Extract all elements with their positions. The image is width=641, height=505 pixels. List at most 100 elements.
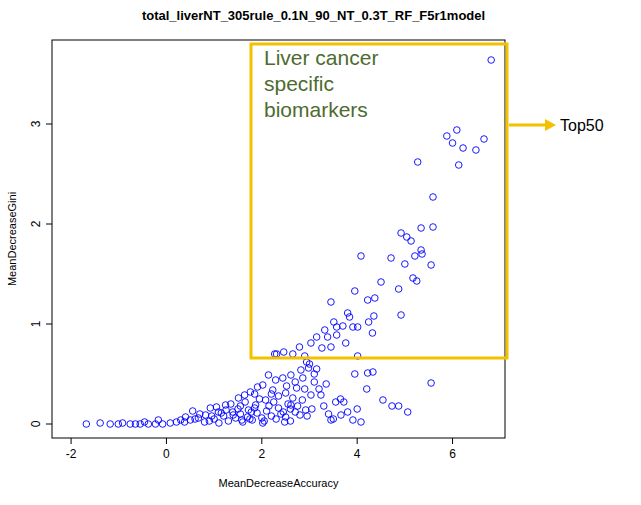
- point: [281, 419, 288, 426]
- point: [301, 386, 308, 393]
- point: [280, 349, 287, 356]
- point: [488, 57, 495, 64]
- point: [430, 224, 437, 231]
- plot-frame: [52, 40, 505, 438]
- point: [455, 162, 462, 169]
- x-tick-label: 4: [354, 447, 361, 461]
- point: [299, 397, 306, 404]
- point: [354, 324, 361, 331]
- point: [173, 419, 180, 426]
- point: [83, 421, 90, 428]
- point: [269, 387, 276, 394]
- y-tick: [46, 124, 52, 125]
- point: [419, 251, 426, 258]
- x-tick-label: -2: [66, 447, 77, 461]
- point: [309, 406, 316, 413]
- point: [132, 421, 139, 428]
- point: [365, 319, 372, 326]
- point: [279, 375, 286, 382]
- point: [296, 344, 303, 351]
- point: [287, 406, 294, 413]
- point: [192, 416, 199, 423]
- point: [290, 351, 297, 358]
- x-tick: [452, 438, 453, 444]
- point: [351, 371, 358, 378]
- point: [167, 420, 174, 427]
- point: [280, 409, 287, 416]
- point: [428, 380, 435, 387]
- point: [481, 136, 488, 143]
- point: [235, 406, 242, 413]
- x-tick: [261, 438, 262, 444]
- y-tick: [46, 324, 52, 325]
- point: [293, 385, 300, 392]
- point: [302, 407, 309, 414]
- point: [283, 383, 290, 390]
- point: [306, 361, 313, 368]
- point: [223, 407, 230, 414]
- point: [344, 310, 351, 317]
- point: [330, 416, 337, 423]
- point: [328, 299, 335, 306]
- point: [324, 334, 331, 341]
- point: [378, 279, 385, 286]
- point: [308, 340, 315, 347]
- point: [398, 312, 405, 319]
- point: [331, 319, 338, 326]
- y-tick-label: 1: [29, 320, 43, 327]
- point: [241, 392, 248, 399]
- point: [340, 323, 347, 330]
- point: [228, 401, 235, 408]
- point: [247, 416, 254, 423]
- y-axis-label: MeanDecreaseGini: [6, 192, 18, 286]
- point: [248, 409, 255, 416]
- point: [201, 419, 208, 426]
- annotation: Top50: [560, 117, 604, 134]
- point: [208, 413, 215, 420]
- point: [460, 145, 467, 152]
- title: total_liverNT_305rule_0.1N_90_NT_0.3T_RF…: [142, 8, 485, 23]
- point: [414, 159, 421, 166]
- point: [408, 238, 415, 245]
- point: [271, 351, 278, 358]
- point: [292, 379, 299, 386]
- point: [403, 234, 410, 241]
- point: [304, 413, 311, 420]
- point: [119, 420, 126, 427]
- point: [207, 405, 214, 412]
- point: [313, 334, 320, 341]
- point: [395, 403, 402, 410]
- x-tick: [166, 438, 167, 444]
- highlight-box: [251, 44, 507, 358]
- point: [389, 403, 396, 410]
- x-tick-label: 0: [163, 447, 170, 461]
- point: [418, 225, 425, 232]
- point: [473, 147, 480, 154]
- point: [308, 392, 315, 399]
- point: [358, 253, 365, 260]
- point: [265, 372, 272, 379]
- point: [402, 261, 409, 268]
- arrow-head: [545, 119, 556, 131]
- point: [242, 399, 249, 406]
- point: [412, 253, 419, 260]
- arrow: [509, 124, 545, 127]
- point: [213, 404, 220, 411]
- point: [230, 412, 237, 419]
- point: [380, 397, 387, 404]
- point: [369, 330, 376, 337]
- point: [333, 324, 340, 331]
- point: [155, 417, 162, 424]
- point: [282, 390, 289, 397]
- y-tick-label: 2: [29, 220, 43, 227]
- point: [321, 327, 328, 334]
- point: [272, 377, 279, 384]
- point: [311, 379, 318, 386]
- point: [364, 370, 371, 377]
- point: [298, 367, 305, 374]
- x-tick: [357, 438, 358, 444]
- point: [428, 262, 435, 269]
- point: [316, 386, 323, 393]
- y-tick-label: 3: [29, 120, 43, 127]
- point: [395, 286, 402, 293]
